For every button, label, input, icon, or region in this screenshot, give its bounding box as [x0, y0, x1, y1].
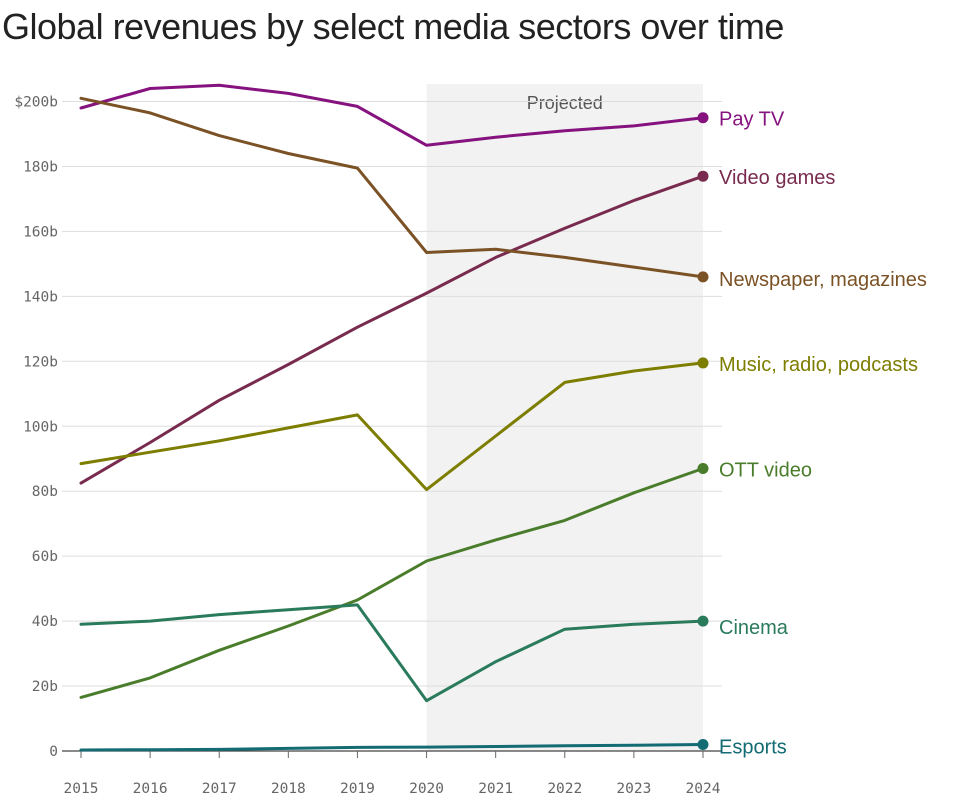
y-tick-label: 140b: [23, 289, 58, 305]
y-tick-label: 100b: [23, 419, 58, 435]
projected-region: Projected: [426, 84, 703, 751]
x-tick-label: 2022: [547, 781, 582, 797]
series-line: [79, 467, 705, 699]
x-tick-label: 2018: [271, 781, 306, 797]
x-tick-label: 2019: [340, 781, 375, 797]
series-label: OTT video: [719, 459, 812, 481]
x-tick-label: 2023: [616, 781, 651, 797]
y-tick-label: 20b: [32, 679, 58, 695]
series-line: [79, 83, 705, 147]
series-end-point: [697, 112, 709, 124]
series-label: Cinema: [719, 617, 789, 639]
y-tick-label: 180b: [23, 159, 58, 175]
series-label: Video games: [719, 167, 835, 189]
x-tick-label: 2017: [202, 781, 237, 797]
series-label: Newspaper, magazines: [719, 269, 927, 291]
x-tick-label: 2024: [686, 781, 721, 797]
y-tick-label: 160b: [23, 224, 58, 240]
series-line: [79, 174, 705, 485]
x-tick-label: 2020: [409, 781, 444, 797]
series-line: [79, 361, 705, 492]
y-tick-label: 0: [49, 744, 58, 760]
y-tick-label: $200b: [14, 95, 58, 111]
series-end-point: [697, 357, 709, 369]
series-end-point: [697, 615, 709, 627]
y-tick-label: 120b: [23, 354, 58, 370]
x-tick-label: 2015: [64, 781, 99, 797]
y-tick-label: 80b: [32, 484, 58, 500]
series-line: [79, 743, 705, 752]
y-tick-label: 40b: [32, 614, 58, 630]
series-label: Music, radio, podcasts: [719, 354, 918, 376]
series-end-point: [697, 271, 709, 283]
projected-label: Projected: [527, 93, 603, 113]
series-label: Pay TV: [719, 109, 785, 131]
series-end-point: [697, 462, 709, 474]
series-end-point: [697, 739, 709, 751]
projected-band: [426, 84, 703, 751]
grid: [62, 101, 722, 687]
series-end-point: [697, 170, 709, 182]
x-tick-label: 2021: [478, 781, 513, 797]
series-labels: Pay TV Video games Newspaper, magazines Mus…: [719, 109, 927, 759]
y-tick-label: 60b: [32, 549, 58, 565]
chart-title: Global revenues by select media sectors …: [2, 6, 784, 47]
series-line: [79, 603, 705, 703]
series-label: Esports: [719, 737, 787, 759]
x-tick-label: 2016: [133, 781, 168, 797]
series-line: [79, 96, 705, 279]
series: [79, 83, 709, 752]
